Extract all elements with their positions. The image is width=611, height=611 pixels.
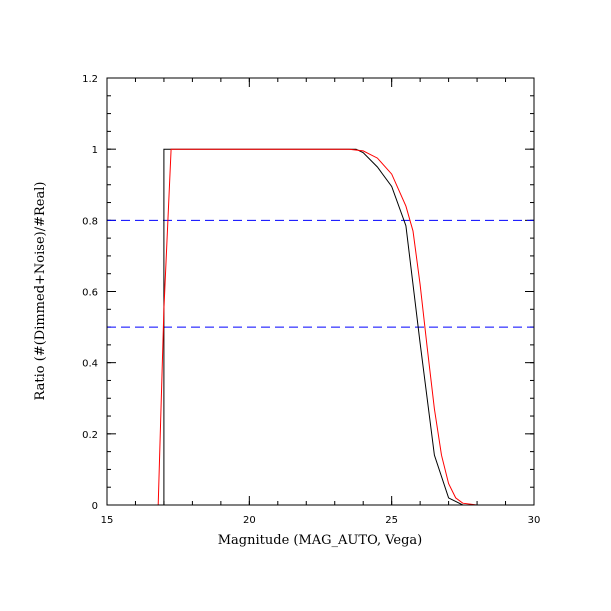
x-tick-label: 25	[385, 515, 398, 526]
y-tick-label: 0.6	[82, 288, 98, 299]
y-axis-title: Ratio (#(Dimmed+Noise)/#Real)	[33, 182, 48, 401]
x-axis-title: Magnitude (MAG_AUTO, Vega)	[218, 533, 423, 548]
x-tick-label: 30	[528, 515, 541, 526]
tick-labels: 15 20 25 30 0 0.2 0.4 0.6 0.8 1 1.2	[82, 74, 540, 526]
reference-lines	[107, 219, 534, 328]
minor-ticks	[106, 77, 535, 506]
x-tick-label: 15	[101, 515, 114, 526]
fit-curve-line	[157, 148, 534, 506]
y-tick-label: 0.8	[82, 216, 98, 227]
y-tick-label: 0.2	[82, 430, 98, 441]
y-tick-label: 1	[92, 145, 98, 156]
y-tick-label: 1.2	[82, 74, 98, 85]
plot-frame	[106, 77, 535, 506]
y-tick-label: 0	[92, 501, 98, 512]
x-tick-label: 20	[243, 515, 256, 526]
y-tick-label: 0.4	[82, 359, 98, 370]
series-group	[157, 148, 534, 506]
major-ticks	[106, 77, 535, 506]
